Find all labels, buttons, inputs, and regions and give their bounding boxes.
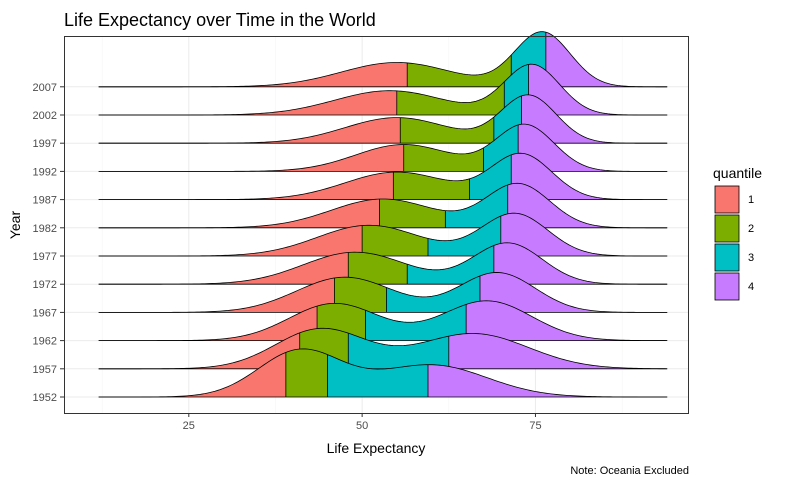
- ridge-1962-quantile-4: [466, 300, 668, 341]
- chart-caption: Note: Oceania Excluded: [570, 465, 689, 477]
- y-tick-label: 1997: [33, 138, 57, 150]
- ridge-1962-quantile-3: [365, 304, 467, 341]
- y-tick-label: 1982: [33, 223, 57, 235]
- ridge-1977-quantile-2: [362, 225, 428, 256]
- x-tick-label: 75: [529, 420, 541, 432]
- ridge-2002-quantile-2: [396, 81, 505, 115]
- ridge-1982: [98, 182, 668, 229]
- ridge-1952: [98, 348, 668, 398]
- ridge-1972-quantile-1: [98, 252, 349, 285]
- y-tick-label: 1957: [33, 364, 57, 376]
- y-axis: 1952 1957 1962 1967 1972 1977 1982 1987 1992 1997…: [33, 82, 64, 404]
- ridge-1952-quantile-2: [285, 348, 328, 397]
- legend-swatch-4: [714, 272, 740, 301]
- ridge-1992-quantile-4: [518, 124, 668, 172]
- y-axis-title: Year: [7, 211, 23, 240]
- legend-swatch-1: [714, 185, 740, 214]
- ridge-1967-quantile-3: [386, 275, 480, 313]
- ridge-1987-quantile-4: [511, 153, 668, 200]
- legend-title: quantile: [713, 165, 762, 181]
- y-tick-label: 1972: [33, 279, 57, 291]
- legend-swatch-2: [714, 214, 740, 243]
- ridge-1967-quantile-2: [334, 277, 387, 313]
- ridge-1982-quantile-2: [379, 198, 446, 228]
- panel-border: [64, 36, 689, 414]
- ridge-1967-quantile-4: [480, 272, 668, 313]
- legend-label-4: 4: [748, 281, 754, 293]
- ridge-1967: [98, 272, 668, 313]
- legend-swatch-3: [714, 243, 740, 272]
- ridge-1952-quantile-1: [98, 352, 286, 397]
- ridge-1997-quantile-1: [98, 117, 401, 144]
- ridge-1982-quantile-4: [507, 183, 668, 228]
- ridge-1987-quantile-2: [393, 172, 470, 200]
- ridge-2007-quantile-4: [545, 32, 668, 87]
- ridge-1992: [98, 123, 668, 172]
- ridge-1977-quantile-3: [428, 216, 501, 256]
- x-axis: 25 50 75: [183, 413, 542, 432]
- y-tick-label: 1967: [33, 307, 57, 319]
- ridge-1992-quantile-1: [98, 144, 404, 172]
- ridge-2007-quantile-2: [407, 55, 512, 87]
- ridge-outline: [98, 327, 668, 370]
- ridge-1957-quantile-1: [98, 332, 300, 369]
- y-tick-label: 1962: [33, 336, 57, 348]
- ridge-2002-quantile-1: [98, 90, 397, 115]
- ridge-2002-quantile-4: [528, 64, 668, 115]
- y-tick-label: 1977: [33, 251, 57, 263]
- ridge-1997-quantile-4: [521, 94, 668, 144]
- ridge-1972: [98, 242, 668, 285]
- ridge-1997-quantile-2: [400, 117, 494, 144]
- ridge-1982-quantile-3: [445, 184, 508, 228]
- ridge-2007-quantile-1: [98, 62, 408, 87]
- legend-label-2: 2: [748, 223, 754, 235]
- ridge-1957-quantile-4: [448, 333, 668, 369]
- ridge-1952-quantile-4: [428, 364, 668, 397]
- x-axis-title: Life Expectancy: [327, 440, 426, 456]
- y-tick-label: 2007: [33, 82, 57, 94]
- x-tick-label: 25: [183, 420, 195, 432]
- y-tick-label: 1987: [33, 195, 57, 207]
- ridge-1962-quantile-1: [98, 306, 318, 341]
- ridge-1982-quantile-1: [98, 199, 380, 228]
- y-tick-label: 2002: [33, 110, 57, 122]
- ridge-outline: [98, 348, 668, 398]
- legend: quantile 1 2 3 4: [713, 165, 762, 301]
- legend-label-1: 1: [748, 194, 754, 206]
- y-tick-label: 1952: [33, 392, 57, 404]
- ridges: [98, 31, 668, 398]
- ridge-1977-quantile-1: [98, 225, 363, 256]
- chart-title: Life Expectancy over Time in the World: [64, 10, 376, 30]
- y-tick-label: 1992: [33, 166, 57, 178]
- x-tick-label: 50: [356, 420, 368, 432]
- ridge-2007: [98, 31, 668, 88]
- ridge-1967-quantile-1: [98, 277, 335, 313]
- ridge-1992-quantile-2: [403, 144, 484, 172]
- ridge-1972-quantile-4: [493, 242, 668, 285]
- ridge-1987-quantile-1: [98, 172, 394, 200]
- ridge-1972-quantile-2: [348, 252, 408, 285]
- ridge-1972-quantile-3: [407, 245, 494, 285]
- legend-label-3: 3: [748, 252, 754, 264]
- ridge-1977-quantile-4: [500, 213, 668, 256]
